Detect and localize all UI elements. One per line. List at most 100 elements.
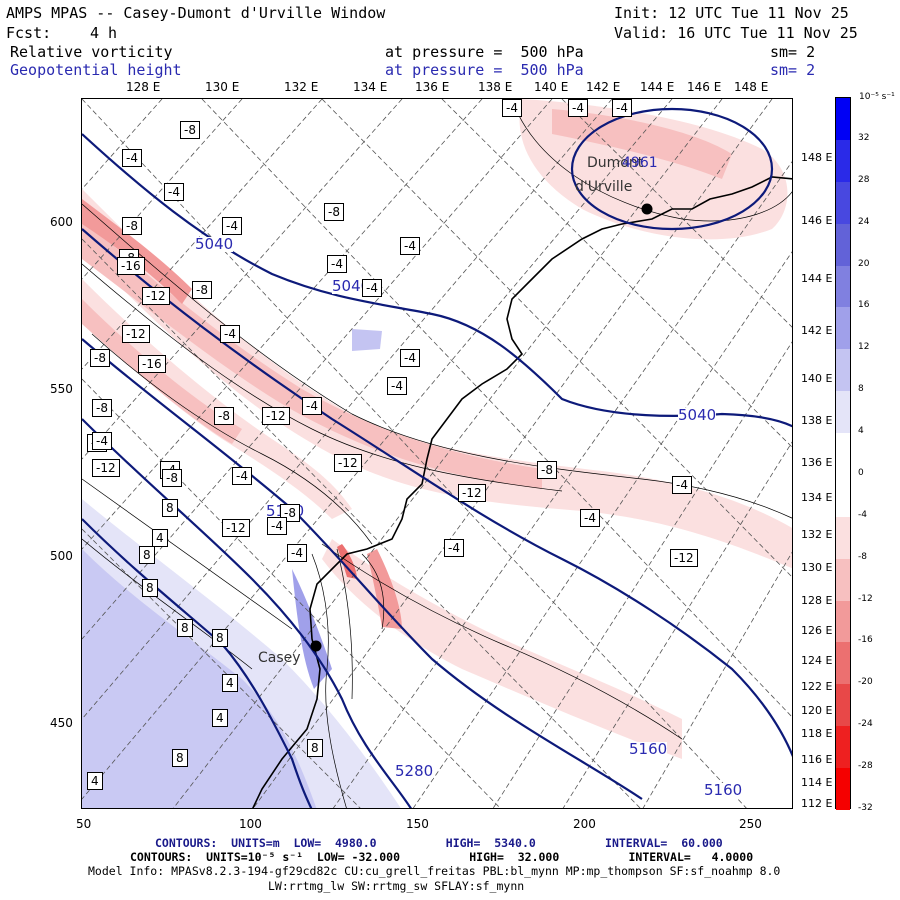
colorbar-segment (836, 433, 850, 476)
colorbar-segment (836, 684, 850, 727)
negative-vorticity-band (337, 544, 357, 579)
map-canvas (82, 99, 792, 808)
vorticity-contour-label: -4 (400, 237, 420, 255)
negative-vorticity-band (322, 539, 682, 759)
right-lon-label: 146 E (801, 214, 833, 227)
vorticity-contour-label: -4 (302, 397, 322, 415)
negative-vorticity-band (552, 109, 732, 179)
right-lon-label: 118 E (801, 727, 833, 740)
colorbar (835, 97, 851, 811)
vorticity-contour-label: -12 (142, 287, 170, 305)
right-lon-label: 114 E (801, 776, 833, 789)
top-lon-label: 134 E (353, 80, 388, 94)
dumont-label: Dumont (587, 155, 644, 171)
vorticity-contour-label: 4 (222, 674, 238, 692)
x-axis-label: 200 (573, 817, 596, 831)
top-lon-label: 136 E (415, 80, 450, 94)
top-lon-label: 132 E (284, 80, 319, 94)
vorticity-contour-label: -4 (222, 217, 242, 235)
field1-smoothing: sm= 2 (770, 43, 816, 61)
vorticity-contour-label: -12 (262, 407, 290, 425)
graticule (82, 99, 792, 808)
vorticity-contour-label: -4 (232, 467, 252, 485)
vorticity-contour-label: 8 (177, 619, 193, 637)
vorticity-contour-label: -8 (92, 399, 112, 417)
vorticity-contour-label: 8 (142, 579, 158, 597)
right-lon-label: 148 E (801, 151, 833, 164)
vorticity-contour-label: 4 (152, 529, 168, 547)
top-lon-label: 146 E (687, 80, 722, 94)
positive-vorticity-region (352, 329, 382, 351)
right-lon-label: 122 E (801, 680, 833, 693)
colorbar-label: 12 (858, 342, 870, 353)
vorticity-contour-label: -8 (537, 461, 557, 479)
vorticity-contour-label: -4 (267, 517, 287, 535)
right-lon-label: 124 E (801, 654, 833, 667)
colorbar-segment (836, 558, 850, 602)
x-axis-label: 50 (76, 817, 92, 831)
model-info-line2: LW:rrtmg_lw SW:rrtmg_sw SFLAY:sf_mynn (268, 879, 525, 893)
forecast-label: Fcst: (6, 24, 52, 42)
casey-station-marker (310, 640, 322, 652)
negative-vorticity-band (82, 219, 542, 489)
right-lon-label: 128 E (801, 594, 833, 607)
top-lon-label: 130 E (205, 80, 240, 94)
vorticity-contour-label: -4 (92, 432, 112, 450)
right-lon-label: 136 E (801, 456, 833, 469)
height-contour-label: 5280 (395, 762, 434, 780)
colorbar-segment (836, 768, 850, 811)
vorticity-contour-label: -4 (362, 279, 382, 297)
vorticity-contour-label: -4 (287, 544, 307, 562)
vorticity-contour-label: 8 (162, 499, 178, 517)
vorticity-contour-label: -16 (117, 257, 145, 275)
vorticity-contour-label: -12 (458, 484, 486, 502)
vorticity-contour-label: -8 (180, 121, 200, 139)
vorticity-contour-label: -8 (192, 281, 212, 299)
y-axis-label: 600 (50, 215, 73, 229)
colorbar-label: 16 (858, 300, 870, 311)
right-lon-label: 140 E (801, 372, 833, 385)
height-contour-label: 5040 (678, 406, 717, 424)
field1-name: Relative vorticity (10, 43, 173, 61)
colorbar-units: 10⁻⁵ s⁻¹ (859, 92, 895, 102)
vorticity-contour-info: CONTOURS: UNITS=10⁻⁵ s⁻¹ LOW= -32.000 HI… (130, 850, 754, 864)
colorbar-label: -32 (858, 803, 873, 813)
vorticity-contour-label: 4 (87, 772, 103, 790)
vorticity-contour-label: -8 (324, 203, 344, 221)
valid-time: Valid: 16 UTC Tue 11 Nov 25 (614, 24, 858, 42)
vorticity-contour-label: -4 (580, 509, 600, 527)
height-contour-label: 5160 (629, 740, 668, 758)
vorticity-contour-label: -12 (222, 519, 250, 537)
colorbar-label: 32 (858, 132, 870, 143)
colorbar-segment (836, 474, 850, 518)
colorbar-segment (836, 181, 850, 225)
colorbar-label: 0 (858, 467, 864, 478)
negative-vorticity-band (82, 189, 792, 569)
x-axis-label: 250 (739, 817, 762, 831)
plot-title: AMPS MPAS -- Casey-Dumont d'Urville Wind… (6, 4, 386, 22)
vorticity-contour-label: -4 (672, 476, 692, 494)
top-lon-label: 140 E (534, 80, 569, 94)
vorticity-contours (82, 99, 792, 808)
colorbar-segment (836, 642, 850, 685)
vorticity-contour-label: -4 (387, 377, 407, 395)
vorticity-contour-label: -8 (162, 469, 182, 487)
top-lon-label: 138 E (478, 80, 513, 94)
colorbar-label: -4 (858, 509, 867, 520)
vorticity-contour-label: -8 (122, 217, 142, 235)
colorbar-segment (836, 600, 850, 643)
vorticity-contour-label: -4 (220, 325, 240, 343)
field2-name: Geopotential height (10, 61, 182, 79)
vorticity-contour-label: 4 (212, 709, 228, 727)
x-axis-label: 150 (406, 817, 429, 831)
negative-vorticity-band (367, 549, 402, 629)
colorbar-segment (836, 307, 850, 350)
top-lon-label: 148 E (734, 80, 769, 94)
colorbar-segment (836, 391, 850, 434)
y-axis-label: 450 (50, 716, 73, 730)
colorbar-segment (836, 726, 850, 769)
vorticity-contour-label: -4 (122, 149, 142, 167)
colorbar-label: -28 (858, 761, 873, 772)
colorbar-label: -8 (858, 551, 867, 562)
height-contour-info: CONTOURS: UNITS=m LOW= 4980.0 HIGH= 5340… (155, 836, 723, 850)
